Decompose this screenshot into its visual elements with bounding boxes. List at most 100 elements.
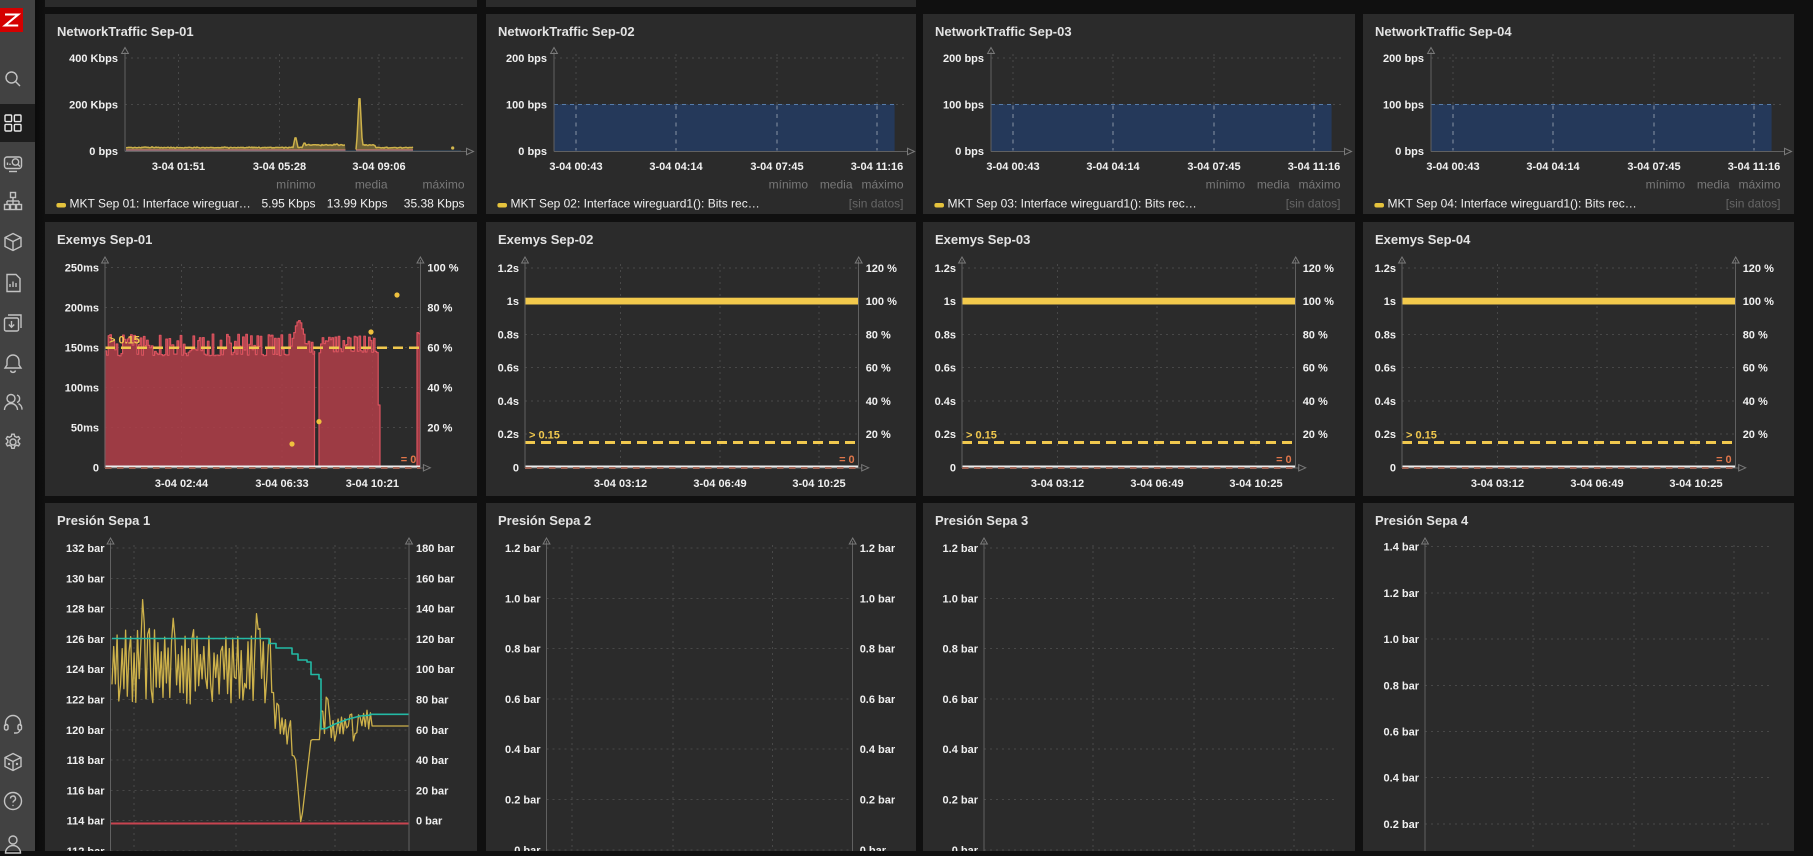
svg-text:50ms: 50ms [71,423,99,435]
svg-text:3-04 10:25: 3-04 10:25 [1669,478,1722,490]
svg-text:3-04 05:28: 3-04 05:28 [253,161,306,173]
svg-text:20 %: 20 % [866,429,891,441]
svg-text:Exemys Sep-01: Exemys Sep-01 [57,232,152,247]
svg-text:200ms: 200ms [65,303,99,315]
svg-text:100ms: 100ms [65,383,99,395]
svg-text:128 bar: 128 bar [66,604,105,616]
svg-text:1.2 bar: 1.2 bar [505,543,541,555]
svg-text:112 bar: 112 bar [67,846,106,851]
svg-text:3-04 06:49: 3-04 06:49 [693,478,746,490]
svg-text:0.6s: 0.6s [498,363,519,375]
svg-text:3-04 03:12: 3-04 03:12 [1471,478,1524,490]
svg-text:40 %: 40 % [427,383,452,395]
svg-text:40 %: 40 % [866,396,891,408]
svg-text:200 bps: 200 bps [1383,53,1424,65]
svg-text:3-04 03:12: 3-04 03:12 [1031,478,1084,490]
svg-text:> 0.15: > 0.15 [1406,429,1437,441]
svg-text:0: 0 [93,463,99,475]
svg-text:35.38 Kbps: 35.38 Kbps [404,197,465,211]
svg-text:> 0.15: > 0.15 [109,335,140,347]
svg-text:> 0.15: > 0.15 [529,429,560,441]
svg-text:0.6 bar: 0.6 bar [505,694,541,706]
svg-text:180 bar: 180 bar [416,543,455,555]
svg-text:100 bar: 100 bar [416,664,455,676]
svg-text:3-04 01:51: 3-04 01:51 [152,161,205,173]
svg-text:Exemys Sep-03: Exemys Sep-03 [935,232,1030,247]
svg-text:1.0 bar: 1.0 bar [1384,634,1420,646]
svg-text:3-04 09:06: 3-04 09:06 [352,161,405,173]
svg-text:120 %: 120 % [866,263,897,275]
svg-text:media: media [355,178,388,192]
svg-text:80 %: 80 % [1303,329,1328,341]
svg-text:3-04 02:44: 3-04 02:44 [155,478,209,490]
svg-text:124 bar: 124 bar [66,664,105,676]
svg-text:3-04 10:25: 3-04 10:25 [792,478,845,490]
svg-text:Presión Sepa 3: Presión Sepa 3 [935,513,1028,528]
svg-text:3-04 03:12: 3-04 03:12 [594,478,647,490]
svg-text:3-04 04:14: 3-04 04:14 [649,161,703,173]
svg-text:MKT Sep 03: Interface wireguar: MKT Sep 03: Interface wireguard1(): Bits… [948,197,1197,211]
svg-text:0.8s: 0.8s [498,329,519,341]
svg-text:= 0: = 0 [1716,454,1732,466]
svg-text:80 %: 80 % [427,303,452,315]
svg-text:1.0 bar: 1.0 bar [943,593,979,605]
svg-text:0.2s: 0.2s [1375,429,1396,441]
svg-text:0.2s: 0.2s [935,429,956,441]
svg-text:NetworkTraffic Sep-04: NetworkTraffic Sep-04 [1375,24,1512,39]
svg-text:Presión Sepa 2: Presión Sepa 2 [498,513,591,528]
svg-text:mínimo: mínimo [1646,178,1686,192]
svg-text:NetworkTraffic Sep-02: NetworkTraffic Sep-02 [498,24,635,39]
svg-text:120 bar: 120 bar [416,634,455,646]
svg-text:60 %: 60 % [1743,363,1768,375]
svg-text:3-04 00:43: 3-04 00:43 [1426,161,1479,173]
svg-text:media: media [1697,178,1730,192]
svg-text:0.4 bar: 0.4 bar [860,744,896,756]
svg-text:1.0 bar: 1.0 bar [860,593,896,605]
svg-text:1.0 bar: 1.0 bar [505,593,541,605]
svg-text:máximo: máximo [422,178,464,192]
svg-text:0.8s: 0.8s [935,329,956,341]
svg-text:60 %: 60 % [866,363,891,375]
svg-text:0.2 bar: 0.2 bar [860,795,896,807]
svg-text:3-04 04:14: 3-04 04:14 [1526,161,1580,173]
svg-text:13.99 Kbps: 13.99 Kbps [327,197,388,211]
svg-text:3-04 06:49: 3-04 06:49 [1570,478,1623,490]
svg-text:40 bar: 40 bar [416,755,449,767]
svg-text:0.2 bar: 0.2 bar [1384,819,1420,831]
svg-text:100 %: 100 % [866,296,897,308]
svg-text:0.6s: 0.6s [935,363,956,375]
svg-text:3-04 06:33: 3-04 06:33 [255,478,308,490]
svg-text:60 %: 60 % [1303,363,1328,375]
svg-text:1.2s: 1.2s [1375,263,1396,275]
svg-text:0 bar: 0 bar [952,845,979,851]
svg-text:5.95 Kbps: 5.95 Kbps [261,197,315,211]
svg-text:60 bar: 60 bar [416,725,449,737]
svg-text:3-04 07:45: 3-04 07:45 [1187,161,1240,173]
svg-text:100 bps: 100 bps [1383,100,1424,112]
svg-text:3-04 07:45: 3-04 07:45 [1627,161,1680,173]
svg-text:0.8 bar: 0.8 bar [943,644,979,656]
svg-text:0.4 bar: 0.4 bar [943,744,979,756]
svg-text:0.6 bar: 0.6 bar [943,694,979,706]
svg-text:3-04 10:21: 3-04 10:21 [346,478,399,490]
svg-text:media: media [1257,178,1290,192]
svg-text:1.4 bar: 1.4 bar [1384,542,1420,554]
svg-text:mínimo: mínimo [769,178,809,192]
svg-text:3-04 00:43: 3-04 00:43 [549,161,602,173]
svg-text:0.8 bar: 0.8 bar [1384,680,1420,692]
svg-text:1s: 1s [1384,296,1396,308]
svg-text:1.2s: 1.2s [498,263,519,275]
svg-text:20 %: 20 % [1303,429,1328,441]
svg-text:[sin datos]: [sin datos] [1286,197,1341,211]
svg-text:122 bar: 122 bar [66,695,105,707]
svg-text:120 %: 120 % [1303,263,1334,275]
svg-text:0.4s: 0.4s [935,396,956,408]
svg-text:1.2 bar: 1.2 bar [1384,588,1420,600]
svg-text:100 %: 100 % [1743,296,1774,308]
svg-text:100 %: 100 % [427,263,458,275]
svg-text:200 bps: 200 bps [506,53,547,65]
svg-text:mínimo: mínimo [1206,178,1246,192]
svg-text:0.4 bar: 0.4 bar [1384,773,1420,785]
svg-text:[sin datos]: [sin datos] [1726,197,1781,211]
svg-text:= 0: = 0 [839,454,855,466]
